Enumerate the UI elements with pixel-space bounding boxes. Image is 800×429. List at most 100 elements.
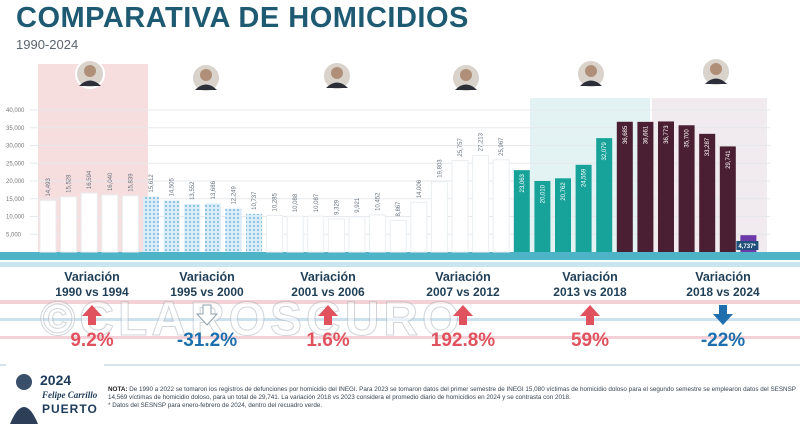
bar-2023 [719, 146, 736, 252]
y-tick-label: 25,000 [6, 161, 25, 167]
bar-label-2024: 4,737* [738, 244, 756, 250]
bar-label-2017: 32,079 [602, 141, 608, 160]
bar-label-2012: 25,967 [499, 137, 505, 156]
variation-block: Variación 2001 vs 2006 1.6% [273, 270, 383, 352]
note-label: NOTA: [108, 386, 128, 393]
bar-label-1995: 15,612 [149, 174, 155, 193]
bar-2014 [534, 180, 551, 252]
arrow-up-icon [273, 300, 383, 330]
y-tick-label: 20,000 [6, 179, 25, 185]
bar-2012 [492, 159, 510, 253]
bar-2020 [658, 121, 674, 253]
variation-title: Variación [562, 270, 618, 284]
bar-label-1999: 12,249 [231, 186, 237, 205]
variation-value: -31.2% [176, 330, 238, 351]
bar-label-2023: 29,741 [726, 150, 732, 169]
variation-title: Variación [435, 270, 491, 284]
page-subtitle: 1990-2024 [16, 37, 79, 52]
bar-label-2016: 24,559 [582, 168, 588, 187]
bar-label-1993: 16,040 [108, 172, 114, 191]
bar-2021 [678, 125, 695, 252]
portrait-face [460, 69, 472, 81]
note-text: De 1990 a 2022 se tomaron los registros … [108, 386, 796, 401]
variation-block: Variación 1995 vs 2000 -31.2% [152, 270, 262, 352]
bar-label-2022: 33,287 [705, 137, 711, 156]
y-tick-label: 30,000 [6, 144, 25, 150]
bar-2006 [369, 214, 387, 253]
portrait-suit [580, 80, 602, 86]
bar-label-2006: 10,452 [376, 192, 382, 211]
logo-line-2: PUERTO [42, 402, 98, 416]
logo-year: 2024 [40, 372, 72, 388]
bar-label-2020: 36,773 [664, 125, 670, 144]
variation-range: 1990 vs 1994 [55, 285, 129, 299]
arrow-up-icon [535, 300, 645, 330]
portrait-suit [195, 84, 217, 90]
bar-2001 [266, 214, 284, 253]
bar-1990 [39, 200, 57, 253]
footnote-block: NOTA: De 1990 a 2022 se tomaron los regi… [108, 386, 798, 410]
variation-title: Variación [179, 270, 235, 284]
variation-range: 1995 vs 2000 [170, 285, 244, 299]
bar-2018 [616, 121, 633, 252]
variation-range: 2001 vs 2006 [291, 285, 365, 299]
bar-label-1997: 13,552 [190, 181, 196, 200]
logo-line-1: Felipe Carrillo [42, 390, 98, 400]
bar-label-2009: 19,803 [437, 159, 443, 178]
variation-range: 2018 vs 2024 [686, 285, 760, 299]
y-tick-label: 15,000 [6, 197, 25, 203]
bar-label-2004: 9,329 [334, 199, 340, 215]
bar-2000 [246, 213, 262, 252]
portrait-face [84, 65, 96, 77]
variation-block: Variación 2013 vs 2018 59% [535, 270, 645, 352]
bar-label-1990: 14,493 [46, 178, 52, 197]
bar-1993 [101, 194, 119, 253]
arrow-down-icon [668, 300, 778, 330]
bar-label-2001: 10,285 [273, 192, 279, 211]
logo-emblem [6, 364, 104, 426]
arrow-down-icon [152, 300, 262, 330]
bar-label-bg [736, 241, 759, 250]
bar-2008 [410, 201, 428, 253]
variation-block: Variación 2018 vs 2024 -22% [668, 270, 778, 352]
bar-2017 [596, 138, 613, 252]
bar-2003 [307, 215, 325, 253]
variation-value: 59% [570, 330, 610, 351]
variation-value: 9.2% [70, 330, 114, 351]
bar-label-2013: 23,063 [520, 173, 526, 192]
portrait-suit [326, 82, 348, 88]
arrow-up-icon [37, 300, 147, 330]
variation-block: Variación 2007 vs 2012 192.8% [408, 270, 518, 352]
bar-label-2005: 9,921 [355, 197, 361, 213]
bar-2013 [513, 170, 530, 252]
note-footnote: * Datos del SESNSP para enero-febrero de… [108, 402, 323, 409]
variation-range: 2007 vs 2012 [426, 285, 500, 299]
bar-label-2003: 10,087 [314, 193, 320, 212]
bar-1996 [163, 200, 180, 252]
bar-label-2002: 10,088 [293, 193, 299, 212]
variation-title: Variación [300, 270, 356, 284]
bar-1998 [204, 203, 221, 252]
portrait-face [331, 67, 343, 79]
bar-label-2000: 10,737 [252, 191, 258, 210]
bar-label-1998: 13,686 [211, 180, 217, 199]
portrait-face [585, 65, 597, 77]
y-tick-label: 35,000 [6, 126, 25, 132]
variation-value: 192.8% [430, 330, 496, 351]
arrow-up-icon [408, 300, 518, 330]
bar-2011 [472, 154, 490, 253]
bar-label-1991: 15,528 [67, 174, 73, 193]
page-title: COMPARATIVA DE HOMICIDIOS [16, 2, 469, 34]
bar-1997 [184, 203, 201, 252]
bar-2009 [430, 181, 448, 253]
bar-2010 [451, 160, 469, 253]
bar-label-2018: 36,685 [623, 125, 629, 144]
bar-label-2014: 20,010 [540, 184, 546, 203]
portrait-suit [79, 80, 101, 86]
portrait-suit [705, 78, 727, 84]
bar-label-2015: 20,762 [561, 182, 567, 201]
bar-label-2007: 8,867 [396, 201, 402, 217]
bar-1991 [60, 196, 78, 253]
variation-value: -22% [700, 330, 746, 351]
